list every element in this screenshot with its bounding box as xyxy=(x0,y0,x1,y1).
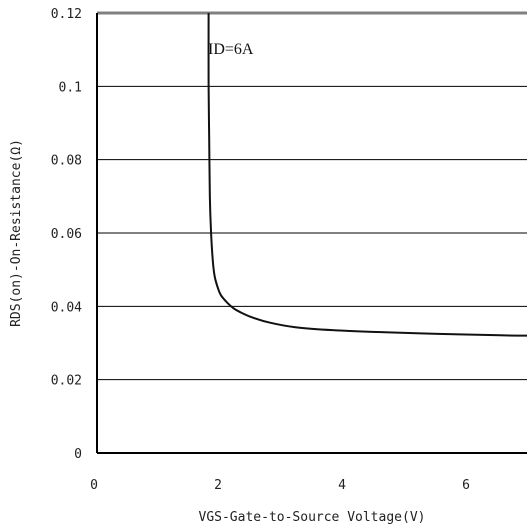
x-tick-label: 2 xyxy=(214,478,222,493)
x-tick-label: 0 xyxy=(90,478,98,493)
x-tick-label: 6 xyxy=(462,478,470,493)
y-tick-label: 0.12 xyxy=(51,7,82,22)
x-tick-label: 4 xyxy=(338,478,346,493)
y-tick-label: 0.02 xyxy=(51,374,82,389)
y-tick-label: 0.04 xyxy=(51,300,82,315)
current-annotation: ID=6A xyxy=(208,41,254,58)
y-tick-label: 0 xyxy=(74,447,82,462)
y-tick-label: 0.06 xyxy=(51,227,82,242)
y-tick-labels: 0 0.02 0.04 0.06 0.08 0.1 0.12 xyxy=(51,7,82,462)
x-tick-labels: 0 2 4 6 xyxy=(90,478,470,493)
y-axis-title: RDS(on)-On-Resistance(Ω) xyxy=(9,139,24,327)
y-tick-label: 0.1 xyxy=(59,80,82,95)
y-tick-label: 0.08 xyxy=(51,154,82,169)
rds-curve xyxy=(207,12,527,337)
gridlines xyxy=(97,11,527,381)
x-axis-title: VGS-Gate-to-Source Voltage(V) xyxy=(199,510,426,525)
